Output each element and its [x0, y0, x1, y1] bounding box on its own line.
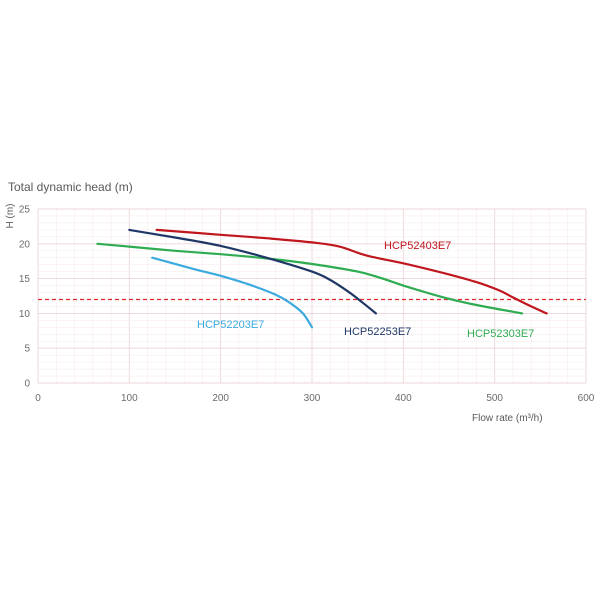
series-label-hcp52253e7: HCP52253E7 [344, 326, 411, 338]
chart-text: Total dynamic head (m) H (m) Flow rate (m³… [5, 180, 543, 424]
tick-labels: 0 5 10 15 20 25 0 100 200 300 400 500 600 [19, 205, 595, 405]
x-tick-label: 400 [395, 393, 412, 404]
series-label-hcp52203e7: HCP52203E7 [197, 319, 264, 331]
x-tick-label: 100 [121, 393, 138, 404]
x-axis-title: Flow rate (m³/h) [472, 413, 543, 424]
y-tick-label: 5 [24, 344, 30, 355]
grid [37, 208, 587, 384]
series-line-hcp52403e7 [155, 228, 548, 315]
series-label-hcp52303e7: HCP52303E7 [467, 328, 534, 340]
y-tick-label: 20 [19, 239, 31, 250]
x-tick-label: 300 [304, 393, 321, 404]
series-line-hcp52203e7 [151, 256, 314, 329]
y-tick-label: 25 [19, 205, 31, 216]
series-lines [96, 228, 548, 329]
series-line-hcp52303e7 [96, 242, 524, 315]
chart-title: Total dynamic head (m) [8, 180, 133, 194]
x-tick-label: 500 [486, 393, 503, 404]
y-tick-label: 10 [19, 309, 31, 320]
x-tick-label: 200 [212, 393, 229, 404]
x-tick-label: 0 [35, 393, 41, 404]
y-tick-label: 0 [24, 379, 30, 390]
series-label-hcp52403e7: HCP52403E7 [384, 240, 451, 252]
x-tick-label: 600 [578, 393, 595, 404]
y-axis-title: H (m) [5, 204, 16, 229]
y-tick-label: 15 [19, 274, 31, 285]
series-line-hcp52253e7 [128, 228, 377, 315]
